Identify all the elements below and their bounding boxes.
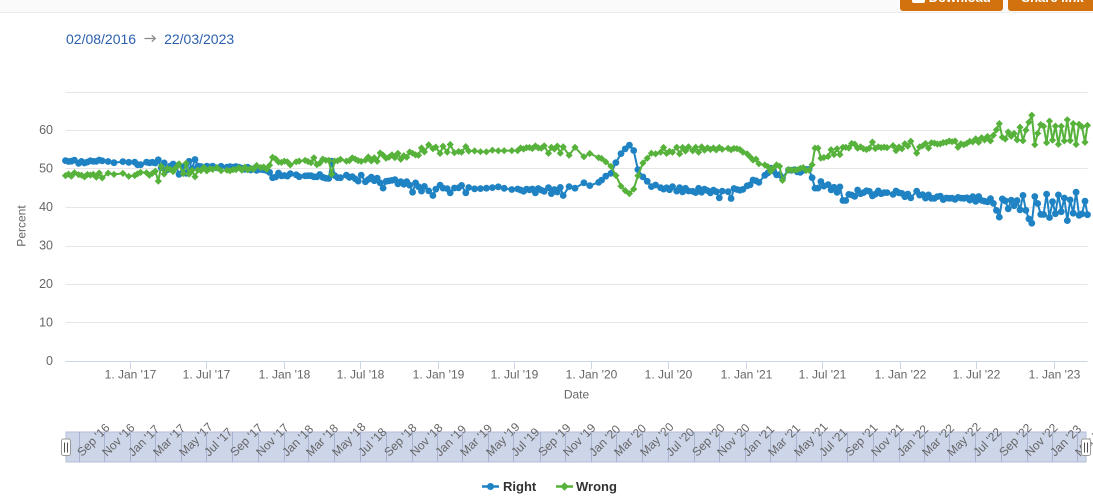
svg-text:1. Jul '19: 1. Jul '19 [491,368,539,382]
svg-text:10: 10 [39,316,53,330]
svg-text:1. Jul '21: 1. Jul '21 [799,368,847,382]
svg-text:Percent: Percent [15,205,29,247]
svg-text:1. Jan '21: 1. Jan '21 [721,368,773,382]
svg-text:1. Jan '23: 1. Jan '23 [1029,368,1081,382]
svg-text:1. Jan '19: 1. Jan '19 [413,368,465,382]
svg-text:50: 50 [39,162,53,176]
svg-text:1. Jul '20: 1. Jul '20 [645,368,693,382]
svg-text:30: 30 [39,239,53,253]
svg-text:1. Jan '18: 1. Jan '18 [259,368,311,382]
svg-text:Right: Right [503,479,537,494]
svg-text:0: 0 [46,354,53,368]
svg-text:Wrong: Wrong [576,479,617,494]
svg-text:1. Jul '17: 1. Jul '17 [183,368,231,382]
svg-text:1. Jul '22: 1. Jul '22 [953,368,1001,382]
svg-text:Date: Date [564,388,590,402]
svg-text:60: 60 [39,123,53,137]
svg-text:20: 20 [39,277,53,291]
svg-text:1. Jan '22: 1. Jan '22 [875,368,927,382]
svg-text:1. Jan '20: 1. Jan '20 [566,368,618,382]
svg-text:1. Jan '17: 1. Jan '17 [105,368,157,382]
svg-text:40: 40 [39,200,53,214]
svg-text:1. Jul '18: 1. Jul '18 [337,368,385,382]
